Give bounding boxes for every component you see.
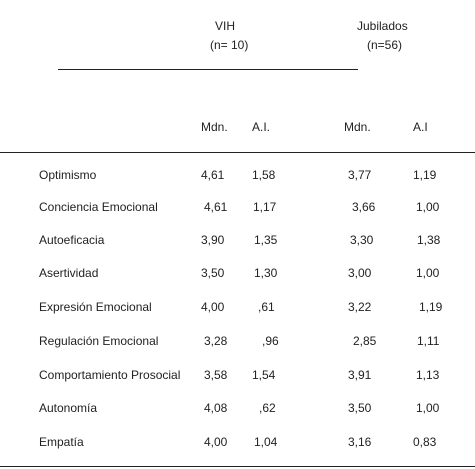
row-label: Optimismo: [39, 168, 97, 182]
group-header-jubilados: Jubilados: [357, 19, 408, 33]
table-row: Autoeficacia 3,90 1,35 3,30 1,38: [0, 233, 475, 253]
cell-vih-mdn: 4,61: [204, 200, 228, 214]
row-label: Conciencia Emocional: [39, 200, 158, 214]
cell-vih-mdn: 3,90: [201, 233, 225, 247]
table-bottom-rule: [0, 466, 475, 467]
column-header-rule: [0, 152, 475, 153]
cell-jub-mdn: 3,16: [348, 435, 372, 449]
cell-jub-ai: 1,19: [419, 300, 443, 314]
cell-vih-ai: 1,58: [252, 168, 276, 182]
group-header-rule: [58, 69, 358, 70]
table-row: Regulación Emocional 3,28 ,96 2,85 1,11: [0, 334, 475, 354]
cell-jub-ai: 1,00: [416, 401, 440, 415]
cell-jub-ai: 1,11: [417, 334, 440, 348]
cell-vih-mdn: 4,00: [201, 300, 225, 314]
col-header-vih-ai: A.I.: [252, 120, 271, 134]
cell-vih-ai: ,96: [262, 334, 279, 348]
table-row: Conciencia Emocional 4,61 1,17 3,66 1,00: [0, 200, 475, 220]
table-row: Optimismo 4,61 1,58 3,77 1,19: [0, 168, 475, 188]
col-header-vih-mdn: Mdn.: [201, 120, 228, 134]
row-label: Autoeficacia: [39, 233, 105, 247]
cell-jub-mdn: 3,22: [348, 300, 372, 314]
cell-jub-mdn: 3,77: [348, 168, 372, 182]
cell-vih-ai: 1,17: [253, 200, 277, 214]
cell-jub-ai: 0,83: [413, 435, 437, 449]
cell-jub-mdn: 3,50: [348, 401, 372, 415]
cell-vih-ai: ,62: [259, 401, 276, 415]
cell-vih-ai: ,61: [258, 300, 275, 314]
col-header-jub-ai: A.I: [413, 120, 428, 134]
cell-jub-mdn: 2,85: [353, 334, 377, 348]
row-label: Regulación Emocional: [39, 334, 159, 348]
cell-jub-ai: 1,13: [416, 368, 440, 382]
group-n-vih: (n= 10): [210, 38, 249, 52]
cell-vih-ai: 1,30: [254, 266, 278, 280]
group-header-vih: VIH: [215, 19, 236, 33]
cell-vih-mdn: 3,50: [201, 266, 225, 280]
cell-jub-mdn: 3,30: [350, 233, 374, 247]
cell-jub-ai: 1,00: [416, 266, 440, 280]
cell-jub-mdn: 3,00: [348, 266, 372, 280]
table-row: Autonomía 4,08 ,62 3,50 1,00: [0, 401, 475, 421]
row-label: Asertividad: [39, 266, 99, 280]
cell-jub-mdn: 3,66: [352, 200, 376, 214]
cell-vih-mdn: 3,58: [204, 368, 228, 382]
group-n-jubilados: (n=56): [367, 38, 403, 52]
cell-jub-ai: 1,00: [416, 200, 440, 214]
row-label: Autonomía: [39, 401, 98, 415]
cell-vih-mdn: 4,61: [201, 168, 225, 182]
cell-jub-ai: 1,19: [413, 168, 437, 182]
cell-vih-ai: 1,35: [254, 233, 278, 247]
col-header-jub-mdn: Mdn.: [344, 120, 371, 134]
cell-jub-ai: 1,38: [417, 233, 441, 247]
cell-jub-mdn: 3,91: [348, 368, 372, 382]
cell-vih-mdn: 4,08: [204, 401, 228, 415]
row-label: Expresión Emocional: [39, 300, 152, 314]
table-row: Comportamiento Prosocial 3,58 1,54 3,91 …: [0, 368, 475, 388]
cell-vih-ai: 1,54: [252, 368, 276, 382]
cell-vih-mdn: 4,00: [204, 435, 228, 449]
cell-vih-ai: 1,04: [254, 435, 278, 449]
table-row: Asertividad 3,50 1,30 3,00 1,00: [0, 266, 475, 286]
row-label: Comportamiento Prosocial: [39, 368, 181, 382]
table-row: Expresión Emocional 4,00 ,61 3,22 1,19: [0, 300, 475, 320]
cell-vih-mdn: 3,28: [204, 334, 228, 348]
table-row: Empatía 4,00 1,04 3,16 0,83: [0, 435, 475, 455]
row-label: Empatía: [39, 435, 84, 449]
